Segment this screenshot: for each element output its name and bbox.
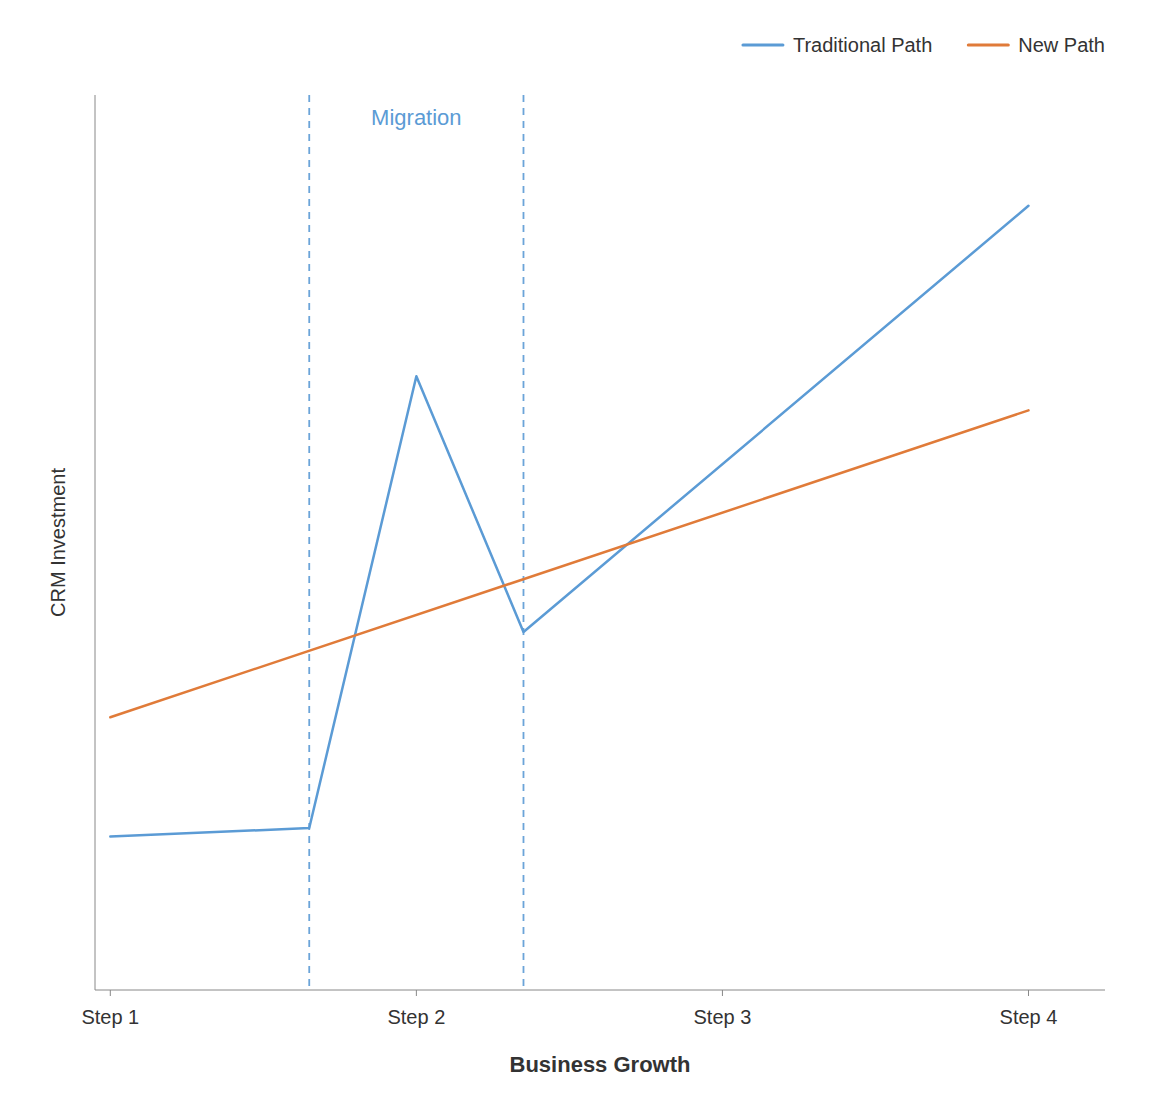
x-tick xyxy=(416,990,417,996)
x-tick xyxy=(110,990,111,996)
plot-area xyxy=(110,95,1028,990)
y-axis-line xyxy=(95,95,96,990)
legend-swatch xyxy=(968,44,1008,47)
x-axis-label: Business Growth xyxy=(510,1052,691,1077)
x-axis-line xyxy=(95,990,1105,991)
x-tick xyxy=(722,990,723,996)
migration-label: Migration xyxy=(371,105,461,130)
y-axis-label: CRM Investment xyxy=(47,468,69,617)
series-line xyxy=(110,410,1028,717)
chart: Step 1 Step 2 Step 3 Step 4 Business Growth C… xyxy=(0,0,1150,1105)
legend: Traditional Path New Path xyxy=(743,34,1105,56)
migration-line xyxy=(308,95,310,990)
legend-label: New Path xyxy=(1018,34,1105,56)
legend-label: Traditional Path xyxy=(793,34,932,56)
x-tick-label: Step 2 xyxy=(387,1006,445,1028)
x-tick-label: Step 1 xyxy=(81,1006,139,1028)
x-tick-label: Step 3 xyxy=(694,1006,752,1028)
series-line xyxy=(110,206,1028,837)
x-tick-label: Step 4 xyxy=(1000,1006,1058,1028)
x-tick xyxy=(1028,990,1029,996)
legend-swatch xyxy=(743,44,783,47)
legend-item: Traditional Path xyxy=(743,34,932,56)
legend-item: New Path xyxy=(968,34,1105,56)
migration-line xyxy=(523,95,525,990)
